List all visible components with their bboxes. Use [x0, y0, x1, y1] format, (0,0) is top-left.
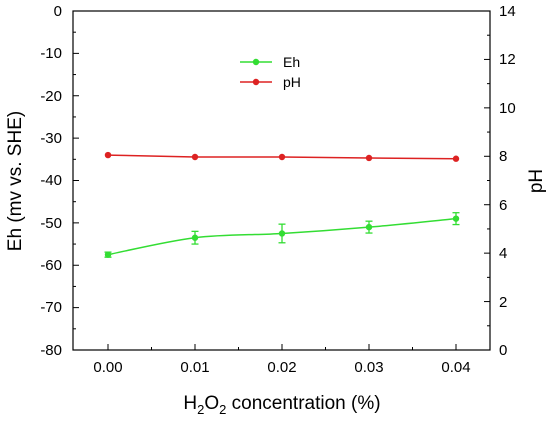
x-tick-label: 0.02	[267, 359, 296, 376]
data-point	[365, 223, 373, 231]
y-right-tick-label: 14	[499, 3, 516, 20]
y-right-tick-labels: 14 12 10 8 6 4 2 0	[499, 3, 516, 359]
y-right-tick-label: 10	[499, 100, 516, 117]
series-layer	[104, 151, 460, 258]
series-ph	[104, 151, 460, 162]
plot-frame	[72, 10, 491, 351]
y-left-axis-title: Eh (mv vs. SHE)	[5, 111, 26, 251]
x-axis-title-subscript: 2	[219, 402, 226, 417]
x-tick-labels: 0.00 0.01 0.02 0.03 0.04	[93, 359, 470, 376]
y-left-tick-label: -50	[40, 215, 62, 232]
legend: Eh pH	[240, 54, 301, 90]
x-tick-label: 0.01	[180, 359, 209, 376]
data-point	[365, 154, 373, 162]
data-point	[104, 251, 112, 258]
x-axis-title-part: O	[204, 393, 219, 414]
y-left-tick-label: -40	[40, 172, 62, 189]
data-point	[191, 153, 199, 161]
data-point	[191, 234, 199, 241]
y-left-tick-label: -20	[40, 88, 62, 105]
y-left-tick-labels: 0 -10 -20 -30 -40 -50 -60 -70 -80	[40, 3, 62, 359]
x-axis-title-part: H	[183, 393, 197, 414]
y-right-tick-label: 8	[499, 148, 507, 165]
legend-marker	[252, 58, 260, 66]
data-point	[452, 215, 460, 222]
y-left-tick-label: -30	[40, 130, 62, 147]
x-axis-title-part: concentration (%)	[226, 393, 380, 414]
y-right-tick-label: 4	[499, 245, 507, 262]
data-point	[278, 230, 286, 237]
data-point	[452, 155, 460, 162]
series-eh	[104, 212, 460, 258]
y-left-tick-label: -80	[40, 342, 62, 359]
x-tick-label: 0.03	[354, 359, 383, 376]
legend-label: Eh	[283, 54, 300, 70]
y-right-tick-label: 0	[499, 342, 507, 359]
y-right-tick-label: 12	[499, 51, 516, 68]
legend-marker	[252, 78, 260, 86]
x-axis-title-subscript: 2	[197, 402, 204, 417]
data-point	[278, 153, 286, 161]
x-axis-title: H2O2 concentration (%)	[183, 393, 380, 417]
y-left-tick-label: -70	[40, 299, 62, 316]
y-right-tick-label: 6	[499, 197, 507, 214]
x-tick-label: 0.04	[441, 359, 470, 376]
y-left-tick-label: -60	[40, 257, 62, 274]
axis-ticks	[73, 10, 490, 351]
y-left-tick-label: 0	[54, 3, 62, 20]
y-right-tick-label: 2	[499, 294, 507, 311]
legend-item-ph: pH	[240, 74, 301, 90]
y-left-tick-label: -10	[40, 45, 62, 62]
legend-item-eh: Eh	[240, 54, 300, 70]
x-tick-label: 0.00	[93, 359, 122, 376]
data-point	[104, 151, 112, 159]
legend-label: pH	[283, 74, 301, 90]
y-right-axis-title: pH	[526, 169, 547, 193]
